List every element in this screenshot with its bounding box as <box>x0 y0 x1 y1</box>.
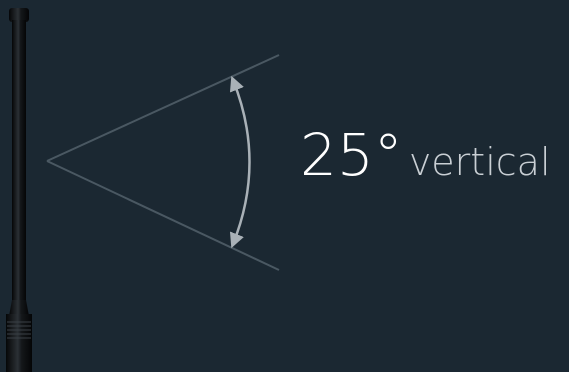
angle-orientation: vertical <box>408 140 551 184</box>
angle-label: 25° vertical <box>300 126 551 184</box>
antenna-icon <box>6 8 32 372</box>
angle-value: 25° <box>300 121 403 189</box>
angle-arc <box>229 75 251 249</box>
beam-lower-line <box>46 160 280 271</box>
beam-upper-line <box>46 54 280 162</box>
